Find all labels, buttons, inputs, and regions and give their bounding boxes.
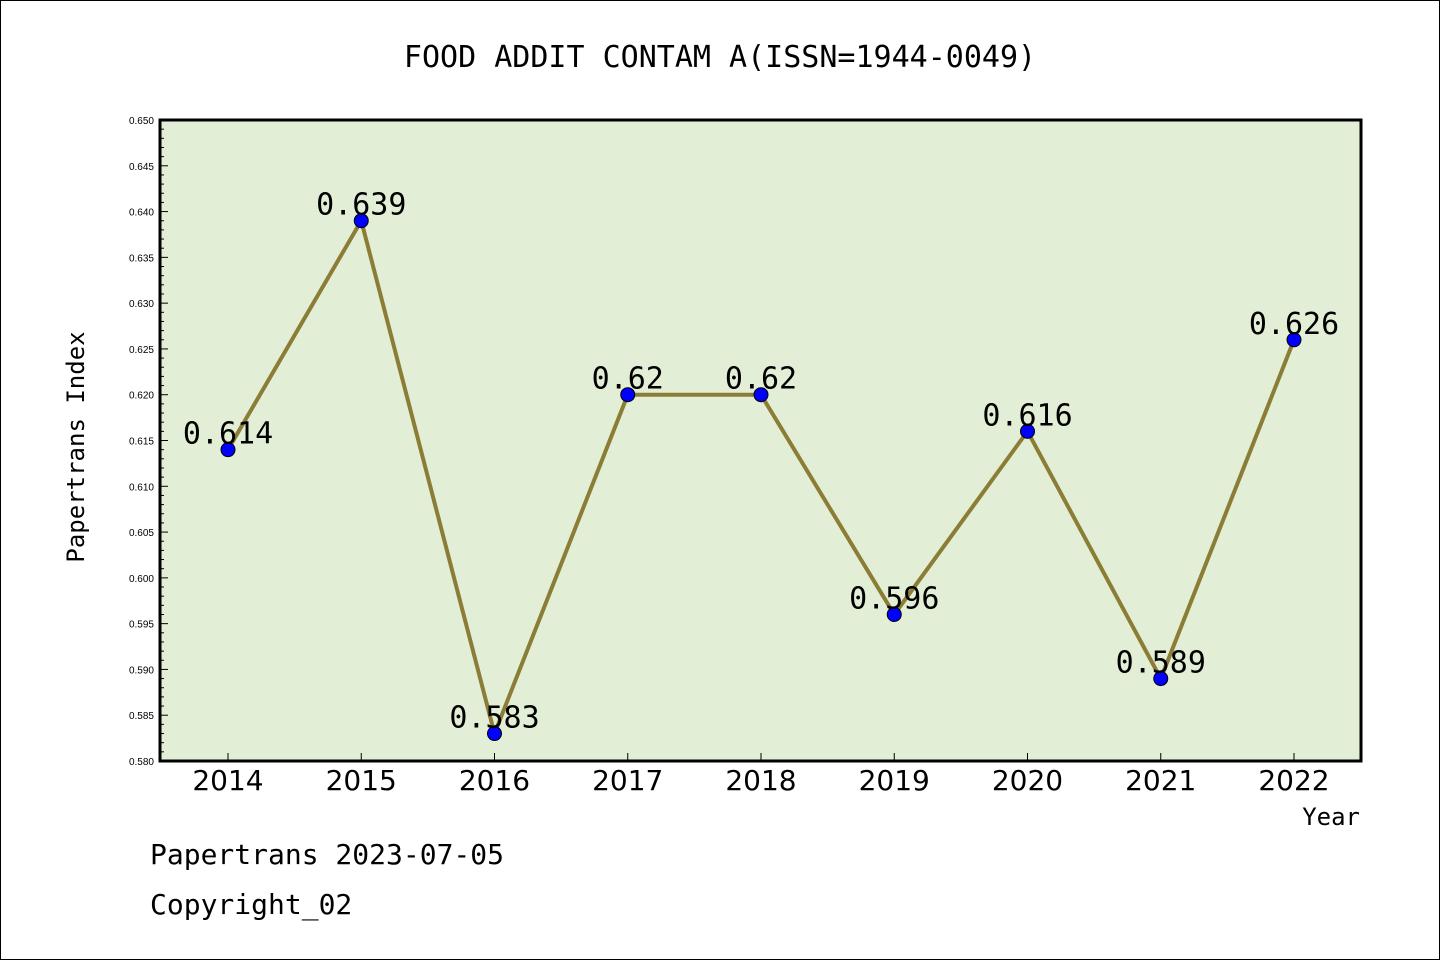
data-label: 0.62 (592, 362, 664, 397)
y-tick-label: 0.605 (129, 528, 154, 539)
x-tick-label: 2016 (459, 764, 530, 797)
y-tick-label: 0.595 (129, 620, 154, 631)
data-label: 0.596 (849, 581, 939, 616)
y-axis: 0.580 0.585 0.590 0.595 0.600 0.605 0.610 0.615… (129, 116, 168, 768)
data-label: 0.639 (316, 188, 406, 223)
data-point (487, 726, 502, 742)
y-tick-label: 0.650 (129, 116, 154, 127)
y-tick-label: 0.645 (129, 162, 154, 173)
x-tick-label: 2019 (859, 764, 930, 797)
data-point (1153, 671, 1169, 687)
data-label: 0.589 (1116, 646, 1206, 681)
data-point (1020, 423, 1035, 439)
y-tick-label: 0.630 (129, 299, 154, 310)
data-labels: 0.614 0.639 0.583 0.62 0.62 0.596 0.616 0.589 0.… (183, 188, 1339, 736)
data-label: 0.583 (449, 701, 539, 736)
y-tick-label: 0.640 (129, 208, 154, 219)
data-label: 0.614 (183, 417, 273, 452)
y-tick-label: 0.610 (129, 482, 154, 493)
data-point (753, 387, 769, 403)
footer-date: Papertrans 2023-07-05 (150, 838, 504, 871)
y-tick-label: 0.580 (129, 757, 154, 768)
y-tick-label: 0.600 (129, 574, 154, 585)
y-tick-label: 0.625 (129, 345, 154, 356)
data-label: 0.616 (982, 398, 1072, 433)
y-tick-label: 0.635 (129, 253, 154, 264)
chart-title: FOOD ADDIT CONTAM A(ISSN=1944-0049) (404, 40, 1036, 75)
y-tick-label: 0.590 (129, 665, 154, 676)
data-point (886, 606, 902, 622)
footer-copyright: Copyright_02 (150, 888, 352, 922)
data-point (353, 213, 369, 229)
x-axis-label: Year (1302, 803, 1360, 831)
y-tick-label: 0.615 (129, 437, 154, 448)
x-tick-label: 2014 (192, 764, 263, 797)
y-tick-label: 0.585 (129, 711, 154, 722)
y-tick-label: 0.620 (129, 391, 154, 402)
data-point (620, 387, 636, 403)
x-axis: 2014 2015 2016 2017 2018 2019 2020 2021 2022 (192, 753, 1330, 797)
x-tick-label: 2018 (725, 764, 796, 797)
y-axis-label: Papertrans Index (62, 331, 90, 562)
data-point (220, 442, 236, 458)
x-tick-label: 2021 (1125, 764, 1196, 797)
x-tick-label: 2017 (592, 764, 663, 797)
x-tick-label: 2020 (992, 764, 1063, 797)
data-point (1286, 332, 1302, 348)
x-tick-label: 2022 (1258, 764, 1329, 797)
data-label: 0.626 (1249, 307, 1339, 342)
data-label: 0.62 (725, 362, 797, 397)
data-points (220, 213, 1302, 742)
x-tick-label: 2015 (326, 764, 397, 797)
